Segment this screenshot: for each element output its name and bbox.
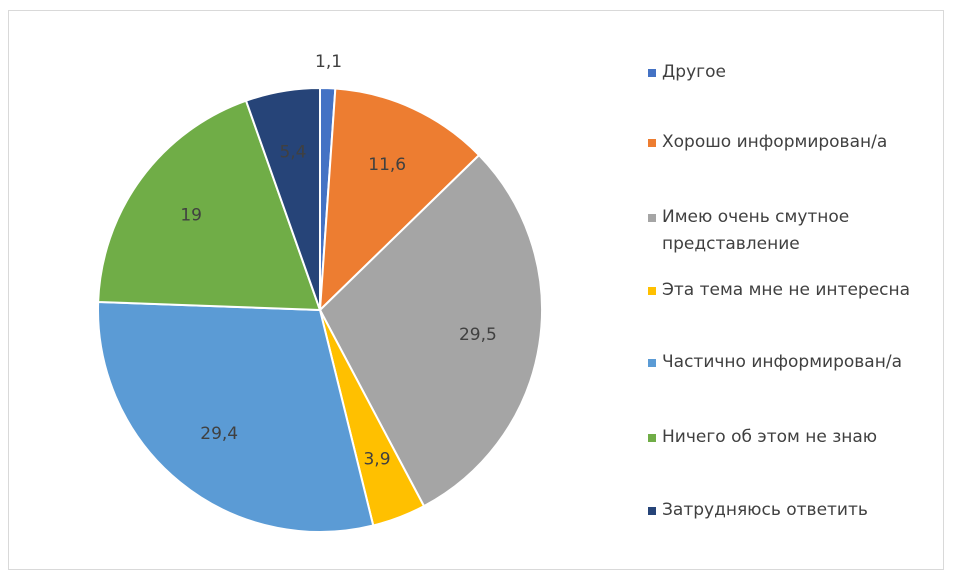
data-label: 1,1	[315, 52, 342, 72]
legend-item: Частично информирован/а	[648, 349, 928, 376]
legend-swatch	[648, 359, 656, 367]
data-label: 5,4	[279, 142, 306, 162]
data-label: 29,4	[200, 424, 238, 444]
legend-swatch	[648, 434, 656, 442]
legend-swatch	[648, 139, 656, 147]
legend-label: Ничего об этом не знаю	[662, 427, 878, 447]
legend-label: Другое	[662, 62, 726, 82]
legend-item: Имею очень смутное представление	[648, 204, 928, 258]
legend-swatch	[648, 507, 656, 515]
legend-swatch	[648, 287, 656, 295]
pie-slice	[318, 87, 481, 313]
legend-swatch	[648, 69, 656, 77]
pie-slice	[97, 300, 375, 533]
data-label: 29,5	[459, 325, 497, 345]
data-label: 11,6	[368, 155, 406, 175]
legend-item: Другое	[648, 59, 928, 86]
legend-item: Ничего об этом не знаю	[648, 424, 928, 451]
chart-frame	[8, 10, 944, 570]
pie-slice	[97, 99, 322, 312]
data-label: 3,9	[363, 449, 390, 469]
pie-slice	[318, 153, 543, 508]
legend-label: Имею очень смутное представление	[662, 207, 850, 254]
legend-item: Хорошо информирован/а	[648, 129, 928, 156]
data-label: 19	[180, 205, 202, 225]
legend-label: Эта тема мне не интересна	[662, 280, 911, 300]
legend-item: Затрудняюсь ответить	[648, 497, 928, 524]
legend-label: Хорошо информирован/а	[662, 132, 888, 152]
legend-label: Затрудняюсь ответить	[662, 500, 868, 520]
pie-slice	[244, 86, 321, 311]
legend-label: Частично информирован/а	[662, 352, 902, 372]
legend-item: Эта тема мне не интересна	[648, 277, 928, 304]
legend-swatch	[648, 214, 656, 222]
